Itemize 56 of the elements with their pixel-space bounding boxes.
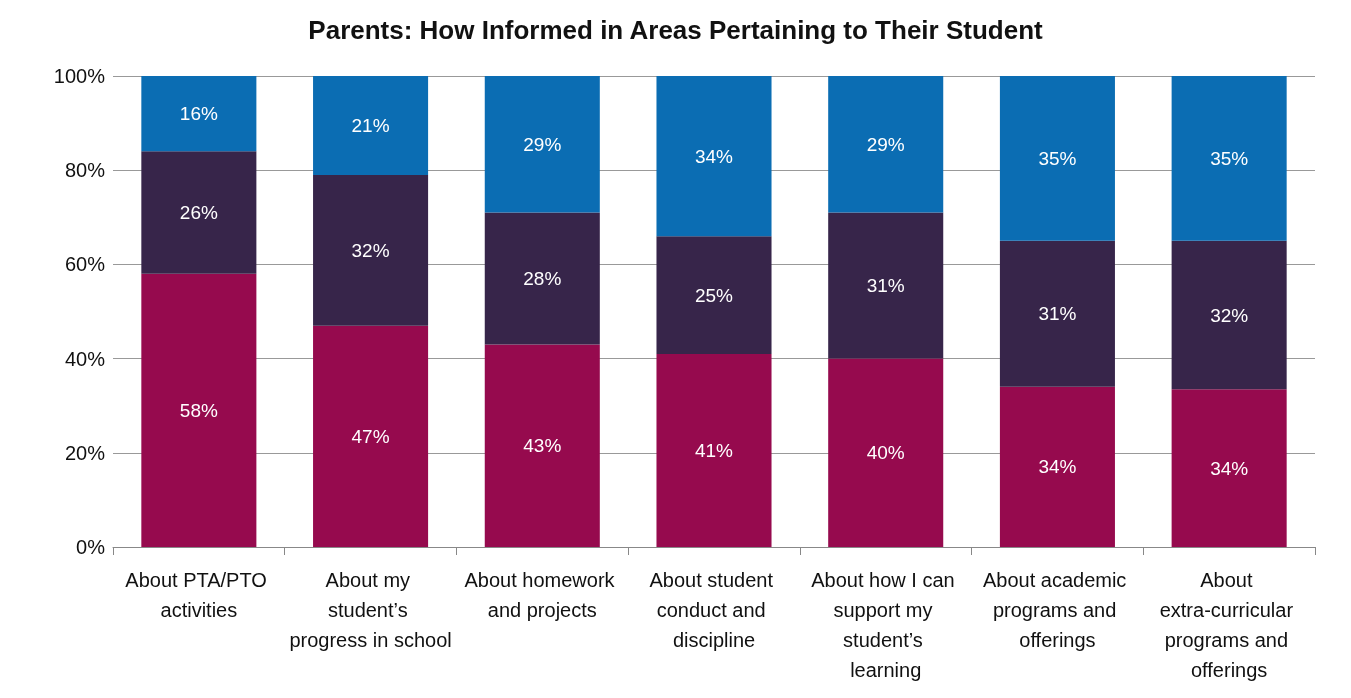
- data-label: 34%: [694, 145, 734, 167]
- bar: [484, 76, 600, 213]
- data-label: 40%: [866, 442, 905, 464]
- bar: [141, 151, 257, 274]
- data-label: 32%: [351, 239, 390, 261]
- y-tick-label: 100%: [53, 65, 106, 87]
- data-label: 41%: [694, 439, 734, 461]
- chart-title: Parents: How Informed in Areas Pertaining to Their Student: [308, 15, 1044, 45]
- bar: [656, 353, 772, 547]
- bar: [656, 76, 772, 237]
- data-label: 58%: [179, 399, 218, 421]
- data-label: 28%: [523, 268, 562, 290]
- bar: [484, 212, 600, 345]
- y-tick-label: 80%: [64, 159, 106, 182]
- x-tick-label: About academic programs and offerings: [982, 569, 1132, 651]
- bar: [828, 358, 944, 547]
- bar: [1171, 389, 1287, 547]
- y-tick-label: 40%: [64, 347, 106, 370]
- data-label: 16%: [179, 103, 218, 125]
- bar: [828, 76, 944, 213]
- data-label: 47%: [351, 425, 390, 447]
- y-tick-label: 0%: [76, 536, 106, 558]
- data-label: 35%: [1210, 147, 1249, 169]
- data-label: 26%: [179, 202, 218, 224]
- bar: [999, 386, 1115, 547]
- bar: [999, 240, 1115, 387]
- data-label: 32%: [1210, 304, 1249, 326]
- y-tick-label: 60%: [64, 253, 106, 276]
- bar: [1171, 240, 1287, 390]
- bar: [141, 273, 257, 547]
- data-label: 25%: [694, 284, 734, 306]
- bar: [999, 76, 1115, 241]
- bar: [141, 76, 257, 152]
- data-label: 31%: [866, 275, 905, 297]
- bar: [1171, 76, 1287, 241]
- x-tick-label: About how I can support my student’s learning: [811, 569, 961, 681]
- bar: [313, 174, 429, 326]
- x-tick-label: About student conduct and discipline: [649, 569, 779, 651]
- data-label: 34%: [1038, 456, 1077, 478]
- data-label: 31%: [1038, 303, 1077, 325]
- x-tick-label: About extra-curricular programs and offerings: [1159, 569, 1299, 681]
- data-label: 43%: [523, 435, 562, 457]
- data-label: 35%: [1038, 147, 1077, 169]
- bar: [313, 76, 429, 175]
- bar: [656, 236, 772, 354]
- bar: [484, 344, 600, 547]
- data-label: 21%: [351, 114, 390, 136]
- x-tick-label: About homework and projects: [464, 569, 621, 621]
- bar: [828, 212, 944, 359]
- y-tick-label: 20%: [64, 441, 106, 464]
- x-tick-label: About my student’s progress in school: [289, 569, 452, 651]
- x-tick-label: About PTA/PTO activities: [125, 569, 273, 621]
- data-label: 29%: [866, 133, 905, 155]
- data-label: 34%: [1210, 457, 1249, 479]
- data-label: 29%: [523, 133, 562, 155]
- bar: [313, 325, 429, 547]
